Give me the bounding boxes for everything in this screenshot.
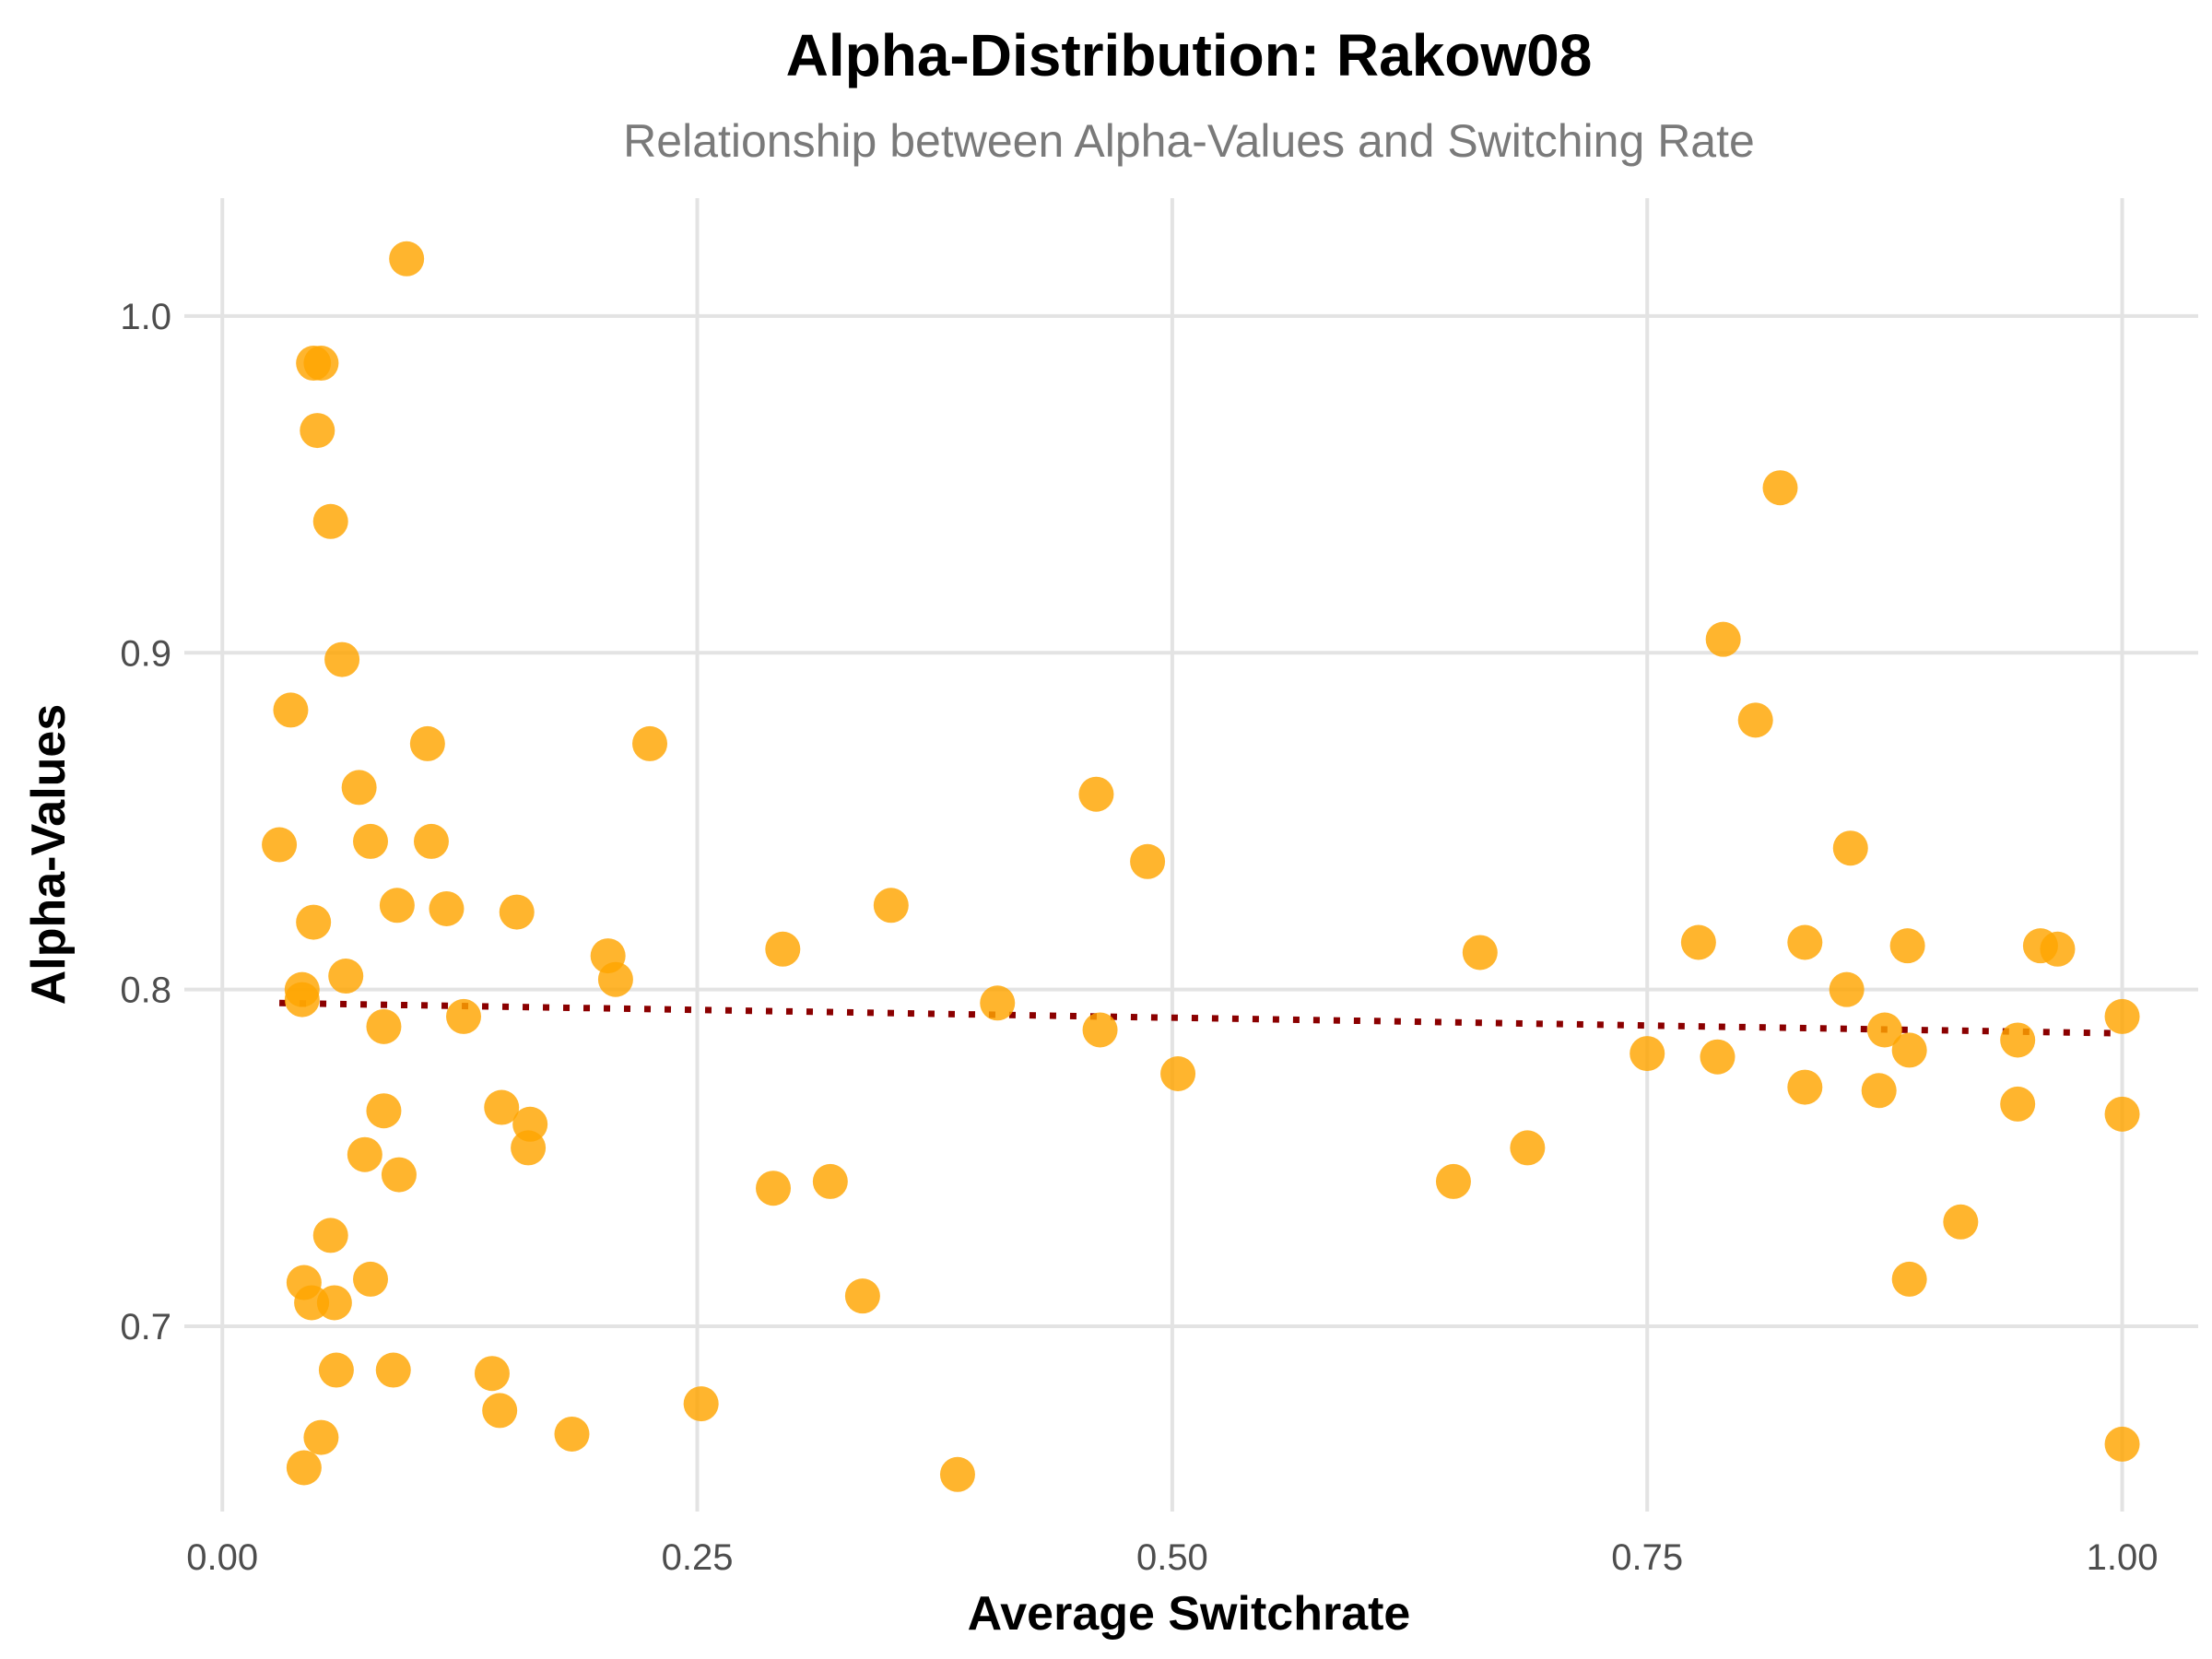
data-point	[1737, 702, 1773, 738]
data-point	[429, 890, 465, 926]
data-point	[366, 1093, 402, 1129]
data-point	[366, 1008, 402, 1044]
data-point	[300, 413, 335, 449]
data-point	[1943, 1204, 1979, 1240]
x-tick-label: 0.00	[186, 1537, 258, 1578]
data-point	[353, 823, 389, 859]
data-point	[284, 982, 320, 1018]
data-point	[765, 931, 801, 967]
data-point	[812, 1163, 848, 1199]
data-point	[296, 904, 332, 940]
data-point	[2000, 1086, 2036, 1122]
x-tick-label: 0.25	[662, 1537, 734, 1578]
data-point	[1866, 1012, 1902, 1048]
data-point	[1510, 1130, 1546, 1166]
data-point	[632, 725, 668, 761]
data-point	[379, 888, 415, 924]
chart-title: Alpha-Distribution: Rakow08	[786, 22, 1593, 88]
data-point	[474, 1356, 510, 1392]
data-point	[482, 1393, 518, 1429]
data-point	[2104, 1426, 2140, 1462]
data-point	[1160, 1056, 1196, 1091]
data-point	[484, 1089, 520, 1125]
data-point	[1082, 1012, 1118, 1048]
data-point	[1829, 971, 1865, 1007]
data-point	[273, 692, 309, 728]
data-point	[1832, 830, 1868, 866]
chart-subtitle: Relationship between Alpha-Values and Sw…	[623, 115, 1755, 167]
data-point	[597, 961, 633, 997]
data-point	[341, 770, 377, 806]
data-point	[511, 1130, 547, 1166]
data-point	[2104, 1096, 2140, 1132]
data-point	[554, 1416, 590, 1452]
data-point	[262, 827, 298, 863]
data-point	[312, 503, 348, 539]
data-point	[312, 1218, 348, 1253]
data-point	[683, 1386, 719, 1422]
y-tick-label: 0.8	[120, 971, 171, 1011]
data-point	[1435, 1163, 1471, 1199]
y-tick-label: 0.7	[120, 1307, 171, 1347]
data-point	[1630, 1036, 1665, 1072]
points-layer	[262, 241, 2140, 1492]
y-tick-label: 1.0	[120, 297, 171, 337]
data-point	[328, 959, 364, 994]
data-point	[1700, 1039, 1735, 1075]
y-axis-title: Alpha-Values	[22, 704, 76, 1006]
data-point	[316, 1285, 352, 1321]
data-point	[303, 1419, 339, 1455]
x-tick-label: 0.50	[1136, 1537, 1208, 1578]
x-axis-title: Average Switchrate	[968, 1587, 1411, 1641]
data-point	[756, 1171, 792, 1206]
data-point	[2040, 931, 2076, 967]
data-point	[413, 823, 449, 859]
data-point	[939, 1456, 975, 1492]
data-point	[286, 1450, 322, 1486]
data-point	[324, 641, 360, 677]
data-point	[1787, 1069, 1823, 1105]
data-point	[499, 894, 535, 930]
data-point	[980, 985, 1016, 1021]
data-point	[1787, 924, 1823, 960]
x-tick-label: 0.75	[1611, 1537, 1683, 1578]
data-point	[446, 998, 482, 1034]
data-point	[409, 725, 445, 761]
data-point	[1861, 1073, 1897, 1109]
data-point	[1891, 1032, 1927, 1068]
grid	[184, 198, 2198, 1512]
data-point	[1078, 776, 1114, 812]
data-point	[1891, 1261, 1927, 1297]
data-point	[1130, 843, 1166, 879]
data-point	[1680, 924, 1716, 960]
data-point	[347, 1136, 382, 1172]
trend-line	[279, 999, 2123, 1037]
data-point	[318, 1352, 354, 1388]
data-point	[873, 888, 909, 924]
data-point	[353, 1261, 389, 1297]
data-point	[844, 1278, 880, 1314]
data-point	[375, 1352, 411, 1388]
tick-labels: 0.00 0.25 0.50 0.75 1.00 0.7 0.8 0.9 1.0	[120, 297, 2158, 1578]
data-point	[381, 1157, 417, 1193]
data-point	[2104, 998, 2140, 1034]
data-point	[1762, 470, 1798, 506]
x-tick-label: 1.00	[2087, 1537, 2159, 1578]
trend-layer	[279, 999, 2123, 1037]
data-point	[1705, 621, 1741, 657]
data-point	[1889, 928, 1925, 964]
y-tick-label: 0.9	[120, 633, 171, 674]
data-point	[389, 241, 425, 276]
data-point	[303, 346, 339, 382]
data-point	[1462, 935, 1498, 971]
data-point	[2000, 1022, 2036, 1058]
